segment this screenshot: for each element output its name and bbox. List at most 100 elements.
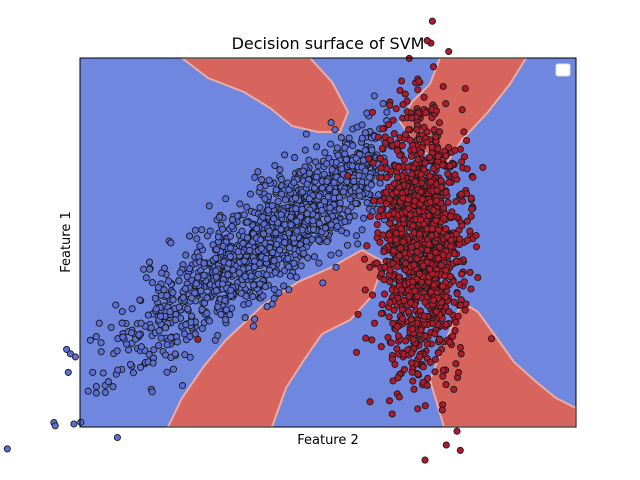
scatter-point bbox=[240, 211, 248, 219]
scatter-point bbox=[324, 193, 332, 201]
scatter-point bbox=[463, 136, 471, 145]
scatter-point bbox=[129, 369, 137, 377]
scatter-point bbox=[383, 108, 391, 116]
scatter-point bbox=[385, 231, 393, 239]
scatter-point bbox=[148, 388, 156, 396]
scatter-point bbox=[409, 278, 417, 286]
scatter-point bbox=[335, 249, 343, 257]
scatter-point bbox=[151, 294, 159, 302]
scatter-point bbox=[436, 243, 444, 251]
scatter-point bbox=[92, 389, 100, 397]
scatter-point bbox=[336, 199, 344, 207]
scatter-point bbox=[407, 152, 416, 160]
scatter-point bbox=[415, 270, 423, 278]
scatter-point bbox=[77, 418, 85, 426]
scatter-point bbox=[97, 348, 105, 356]
scatter-point bbox=[304, 254, 312, 262]
scatter-point bbox=[212, 267, 220, 275]
scatter-point bbox=[411, 177, 419, 186]
scatter-point bbox=[362, 334, 370, 342]
scatter-point bbox=[399, 215, 407, 223]
scatter-point bbox=[419, 262, 427, 270]
scatter-point bbox=[394, 332, 403, 340]
scatter-point bbox=[260, 230, 268, 238]
scatter-point bbox=[417, 170, 425, 178]
scatter-point bbox=[135, 331, 143, 339]
scatter-point bbox=[273, 240, 281, 248]
scatter-point bbox=[455, 368, 463, 376]
scatter-point bbox=[420, 93, 428, 101]
scatter-point bbox=[186, 265, 194, 273]
scatter-point bbox=[258, 176, 266, 184]
scatter-point bbox=[366, 212, 374, 221]
scatter-point bbox=[198, 226, 206, 234]
scatter-point bbox=[368, 146, 376, 154]
scatter-point bbox=[259, 213, 267, 221]
scatter-point bbox=[249, 293, 257, 301]
scatter-point bbox=[439, 366, 447, 374]
scatter-point bbox=[445, 308, 453, 316]
scatter-point bbox=[413, 126, 421, 134]
scatter-point bbox=[234, 248, 242, 256]
scatter-point bbox=[452, 257, 460, 265]
scatter-point bbox=[461, 84, 469, 93]
scatter-point bbox=[118, 307, 126, 316]
scatter-point bbox=[272, 229, 280, 237]
scatter-point bbox=[408, 349, 416, 357]
scatter-point bbox=[331, 126, 339, 134]
scatter-point bbox=[356, 192, 364, 200]
scatter-point bbox=[265, 227, 273, 235]
scatter-point bbox=[409, 377, 417, 385]
scatter-point bbox=[426, 358, 434, 366]
scatter-point bbox=[175, 277, 183, 285]
scatter-point bbox=[447, 242, 455, 250]
scatter-point bbox=[126, 360, 135, 368]
scatter-point bbox=[415, 135, 423, 143]
scatter-point bbox=[402, 337, 410, 345]
scatter-point bbox=[300, 249, 308, 257]
scatter-point bbox=[421, 402, 429, 410]
scatter-point bbox=[165, 277, 173, 285]
scatter-point bbox=[405, 125, 413, 134]
scatter-point bbox=[214, 233, 222, 241]
scatter-point bbox=[338, 165, 346, 173]
scatter-point bbox=[373, 220, 381, 229]
scatter-point bbox=[323, 238, 331, 246]
scatter-point bbox=[118, 319, 126, 327]
scatter-point bbox=[458, 222, 466, 230]
scatter-point bbox=[467, 285, 475, 293]
scatter-point bbox=[365, 155, 373, 163]
scatter-point bbox=[178, 382, 187, 390]
scatter-point bbox=[303, 210, 311, 218]
scatter-point bbox=[229, 266, 237, 274]
scatter-point bbox=[292, 273, 300, 281]
scatter-point bbox=[328, 166, 336, 174]
scatter-point bbox=[3, 445, 11, 453]
scatter-point bbox=[337, 134, 345, 142]
scatter-point bbox=[196, 242, 204, 250]
scatter-point bbox=[417, 188, 425, 196]
scatter-point bbox=[408, 359, 416, 367]
scatter-point bbox=[438, 406, 446, 414]
scatter-point bbox=[380, 248, 388, 256]
scatter-point bbox=[428, 17, 436, 25]
scatter-point bbox=[394, 374, 402, 382]
scatter-point bbox=[254, 270, 262, 278]
scatter-point bbox=[101, 388, 109, 397]
scatter-point bbox=[257, 245, 265, 253]
scatter-point bbox=[442, 152, 450, 160]
scatter-point bbox=[158, 269, 166, 277]
scatter-point bbox=[435, 119, 444, 127]
scatter-point bbox=[95, 319, 103, 327]
scatter-point bbox=[440, 214, 448, 222]
scatter-point bbox=[425, 240, 433, 248]
scatter-point bbox=[361, 167, 369, 175]
scatter-point bbox=[393, 146, 401, 155]
scatter-point bbox=[184, 305, 192, 313]
scatter-point bbox=[386, 101, 394, 109]
scatter-point bbox=[343, 241, 352, 249]
scatter-point bbox=[410, 385, 418, 393]
scatter-point bbox=[395, 163, 403, 171]
scatter-point bbox=[395, 393, 403, 401]
scatter-point bbox=[447, 236, 455, 244]
